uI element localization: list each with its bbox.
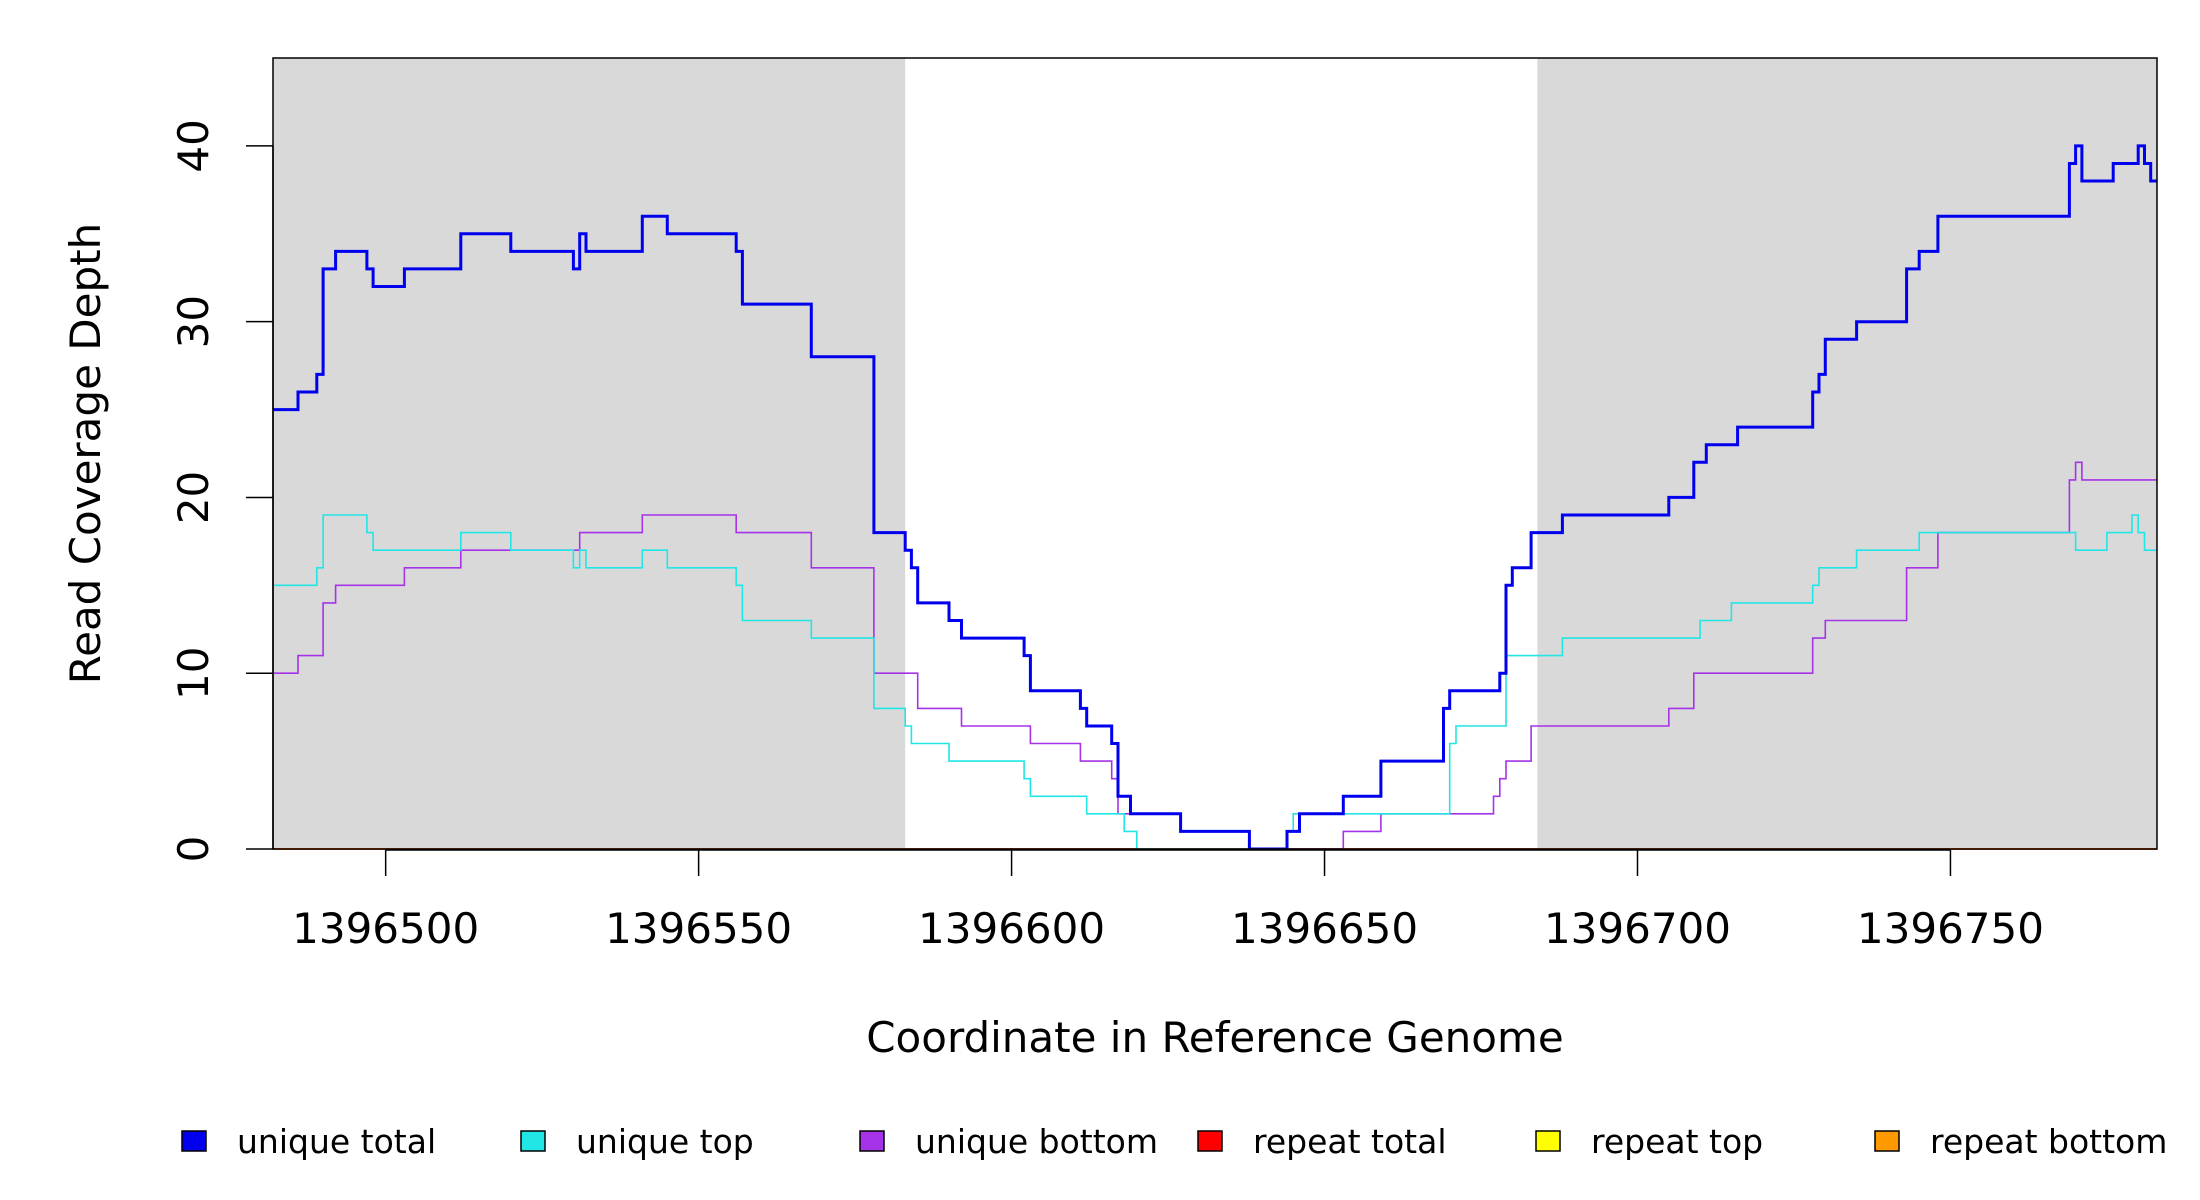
y-tick-label: 0 xyxy=(169,836,218,863)
legend-item-unique-bottom: unique bottom xyxy=(859,1122,1158,1161)
legend-label: repeat bottom xyxy=(1930,1122,2167,1161)
shaded-region-1 xyxy=(273,58,906,849)
x-axis: 1396500 1396550 1396600 1396650 1396700 13967… xyxy=(292,849,2044,953)
legend-swatch xyxy=(181,1130,207,1152)
legend-label: repeat total xyxy=(1253,1122,1447,1161)
y-tick-label: 10 xyxy=(169,646,218,699)
y-tick-label: 20 xyxy=(169,471,218,524)
y-axis: 0 10 20 30 40 xyxy=(169,119,274,863)
series-line-unique-total xyxy=(273,144,2157,851)
legend-item-unique-top: unique top xyxy=(520,1122,754,1161)
legend-swatch xyxy=(1874,1130,1900,1152)
legend-swatch xyxy=(1197,1130,1223,1152)
y-tick-label: 30 xyxy=(169,295,218,348)
x-tick-label: 1396700 xyxy=(1544,904,1731,953)
legend-item-unique-total: unique total xyxy=(181,1122,436,1161)
legend-label: repeat top xyxy=(1591,1122,1763,1161)
legend-item-repeat-top: repeat top xyxy=(1535,1122,1763,1161)
legend-label: unique top xyxy=(576,1122,754,1161)
legend-swatch xyxy=(520,1130,546,1152)
x-tick-label: 1396550 xyxy=(605,904,792,953)
x-tick-label: 1396750 xyxy=(1857,904,2044,953)
series-line-unique-top xyxy=(273,514,2157,850)
legend-item-repeat-total: repeat total xyxy=(1197,1122,1447,1161)
shaded-region-2 xyxy=(1537,58,2157,849)
legend-swatch xyxy=(1535,1130,1561,1152)
y-axis-title: Read Coverage Depth xyxy=(61,223,110,684)
x-axis-title: Coordinate in Reference Genome xyxy=(866,1013,1564,1062)
x-tick-label: 1396650 xyxy=(1231,904,1418,953)
x-tick-label: 1396600 xyxy=(918,904,1105,953)
legend-label: unique bottom xyxy=(915,1122,1158,1161)
y-tick-label: 40 xyxy=(169,119,218,172)
legend-item-repeat-bottom: repeat bottom xyxy=(1874,1122,2167,1161)
shaded-regions xyxy=(273,58,2157,849)
legend-swatch xyxy=(859,1130,885,1152)
x-tick-label: 1396500 xyxy=(292,904,479,953)
legend-label: unique total xyxy=(237,1122,436,1161)
legend: unique total unique top unique bottom repea… xyxy=(181,1122,2167,1161)
